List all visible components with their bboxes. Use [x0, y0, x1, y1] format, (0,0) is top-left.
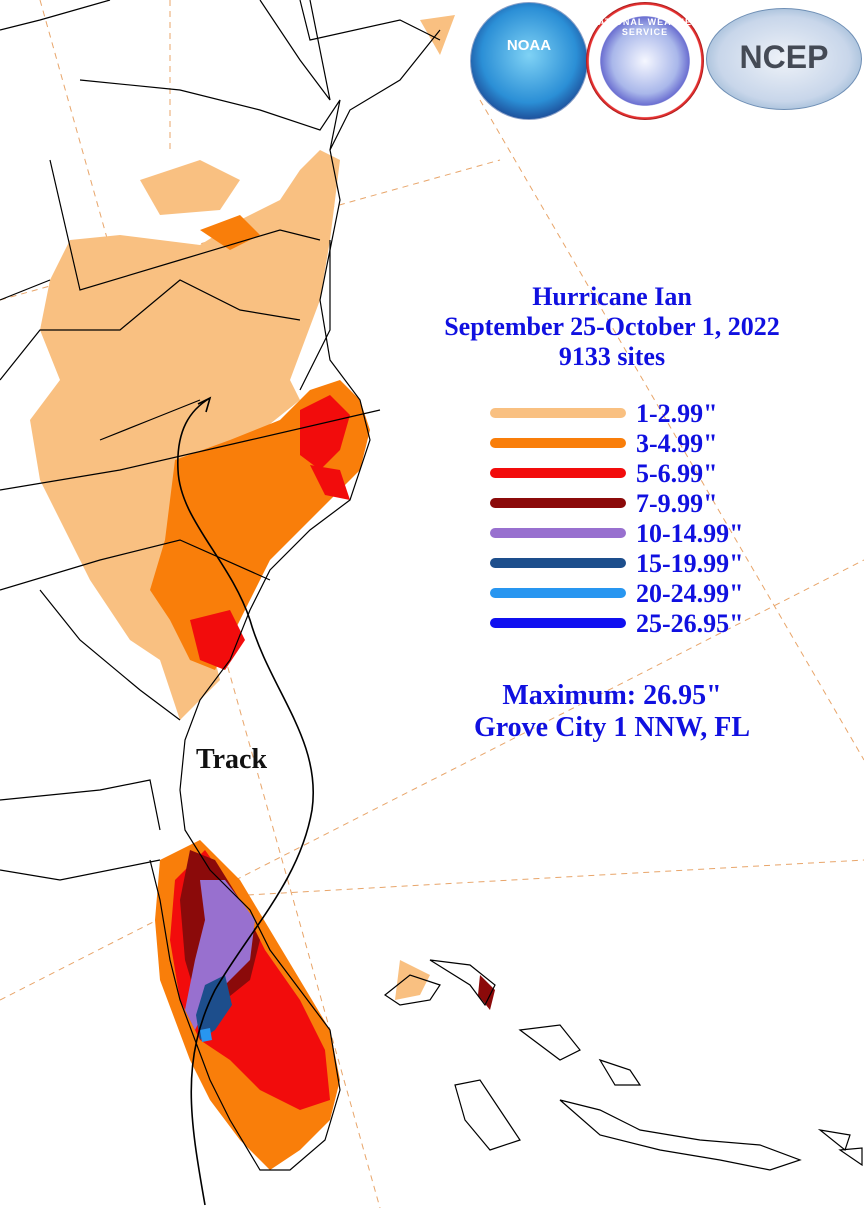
- legend-swatch: [490, 618, 626, 628]
- legend-label: 5-6.99": [636, 459, 718, 488]
- site-count: 9133 sites: [558, 342, 666, 371]
- legend-label: 3-4.99": [636, 429, 718, 458]
- legend-swatch: [490, 588, 626, 598]
- maximum-location: Grove City 1 NNW, FL: [473, 712, 751, 743]
- legend-item: 10-14.99": [486, 520, 786, 550]
- ncep-logo-text: NCEP: [739, 39, 829, 75]
- caribbean-islands: [383, 959, 863, 1171]
- ncep-logo: NCEP: [706, 8, 862, 110]
- event-name: Hurricane Ian: [532, 282, 692, 311]
- legend-swatch: [490, 408, 626, 418]
- nws-logo-text: NATIONAL WEATHER SERVICE: [590, 17, 700, 37]
- legend-label: 25-26.95": [636, 609, 744, 638]
- legend-item: 5-6.99": [486, 460, 786, 490]
- legend-label: 10-14.99": [636, 519, 744, 548]
- rain-15-19.99-area: [196, 975, 232, 1040]
- nws-logo: NATIONAL WEATHER SERVICE: [586, 2, 704, 120]
- legend-swatch: [490, 558, 626, 568]
- hurricane-track: [177, 396, 315, 1206]
- map-title: Hurricane Ian September 25-October 1, 20…: [372, 282, 852, 372]
- noaa-logo-text: NOAA: [506, 37, 552, 54]
- legend-swatch: [490, 498, 626, 508]
- legend-item: 1-2.99": [486, 400, 786, 430]
- legend-label: 15-19.99": [636, 549, 744, 578]
- legend-item: 3-4.99": [486, 430, 786, 460]
- legend-item: 20-24.99": [486, 580, 786, 610]
- legend-label: 20-24.99": [636, 579, 744, 608]
- legend-swatch: [490, 468, 626, 478]
- maximum-rainfall: Maximum: 26.95" Grove City 1 NNW, FL: [432, 680, 792, 744]
- legend-item: 15-19.99": [486, 550, 786, 580]
- rain-10-14.99-area: [185, 880, 255, 1030]
- rainfall-legend: 1-2.99" 3-4.99" 5-6.99" 7-9.99" 10-14.99" 15-…: [486, 400, 786, 640]
- noaa-logo: NOAA: [470, 2, 588, 120]
- maximum-value: Maximum: 26.95": [502, 680, 722, 711]
- legend-swatch: [490, 438, 626, 448]
- rain-1-2.99-area: [30, 15, 455, 1000]
- legend-item: 7-9.99": [486, 490, 786, 520]
- agency-logos: NOAA NATIONAL WEATHER SERVICE NCEP: [466, 0, 864, 120]
- legend-item: 25-26.95": [486, 610, 786, 640]
- legend-label: 1-2.99": [636, 399, 718, 428]
- track-label: Track: [196, 744, 268, 775]
- rain-20-24.99-area: [200, 1028, 212, 1042]
- legend-swatch: [490, 528, 626, 538]
- legend-label: 7-9.99": [636, 489, 718, 518]
- state-borders: [0, 0, 441, 1171]
- event-dates: September 25-October 1, 2022: [444, 312, 780, 341]
